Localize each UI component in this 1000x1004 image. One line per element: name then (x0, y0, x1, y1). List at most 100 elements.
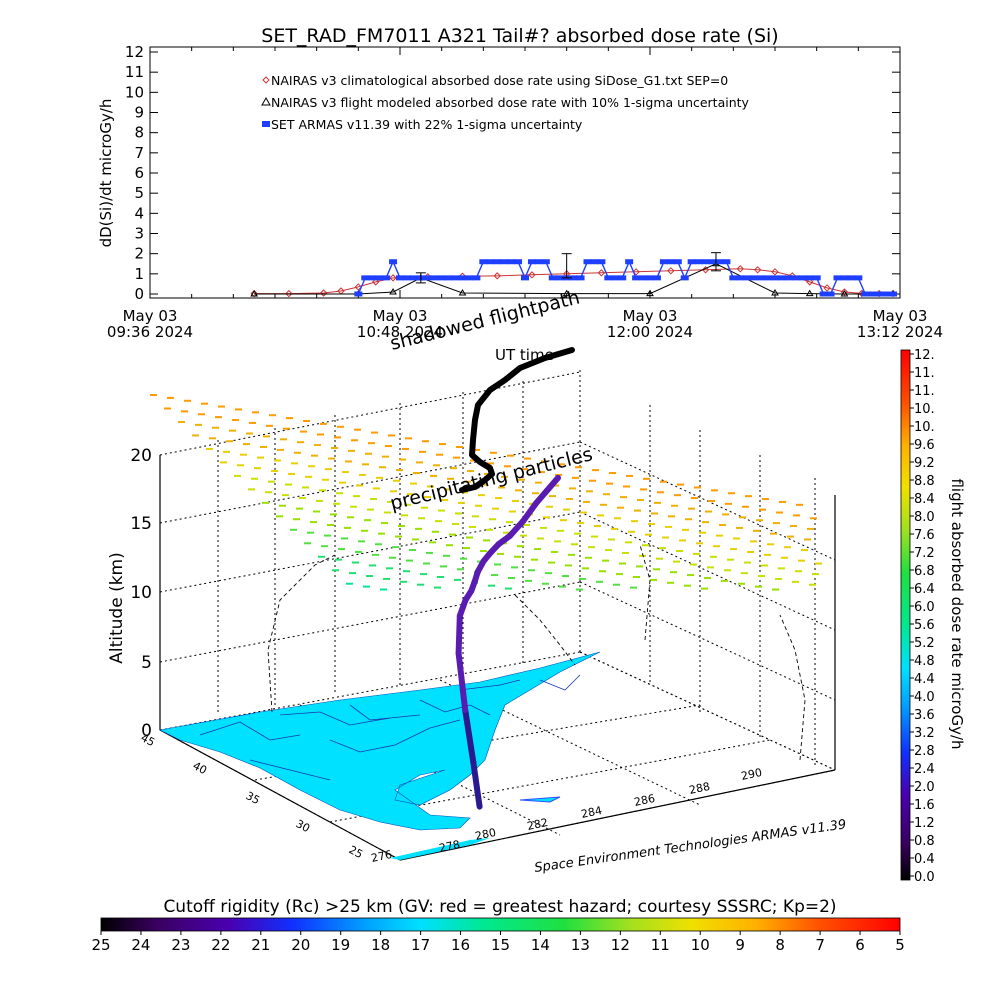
series-point (632, 268, 640, 276)
series-point (458, 289, 467, 296)
rigidity-colorbar-tick-label: 11 (651, 936, 670, 954)
rigidity-colorbar-tick-label: 10 (691, 936, 710, 954)
series-point (798, 275, 807, 281)
rigidity-colorbar-tick-label: 17 (411, 936, 430, 954)
dose-colorbar-tick-label: 2.4 (914, 762, 935, 777)
series-point (771, 289, 779, 296)
series-point (736, 275, 745, 281)
y-tick-label: 9 (134, 104, 144, 122)
series-point (701, 259, 710, 265)
series-layer (250, 252, 898, 298)
x-tick-label-time: 13:12 2024 (857, 323, 943, 341)
series-point (652, 275, 661, 281)
series-point (371, 278, 380, 286)
series-point (722, 259, 731, 265)
legend-marker (262, 121, 270, 127)
dose-colorbar-tick-label: 6.4 (914, 582, 935, 597)
series-point (659, 259, 668, 265)
series-point (625, 259, 634, 265)
longitude-ticks: 276 278 280 282 284 286 288 290 (370, 766, 763, 865)
series-point (777, 275, 786, 281)
legend-entry: NAIRAS v3 climatological absorbed dose r… (271, 73, 728, 88)
longitude-tick-label: 278 (438, 838, 461, 855)
series-point (402, 275, 411, 281)
series-point (673, 259, 682, 265)
y-tick-label: 6 (134, 164, 144, 182)
annotation-ut-time: UT time (495, 346, 554, 364)
series-point (806, 278, 814, 286)
dose-colorbar-tick-label: 8.0 (914, 510, 935, 525)
y-tick-label: 7 (134, 144, 144, 162)
3d-box-edges (159, 455, 836, 861)
flight-track-segment (462, 707, 477, 765)
series-point (451, 275, 460, 281)
dose-colorbar-tick-label: 0.8 (914, 834, 935, 849)
rigidity-colorbar-tick-label: 15 (491, 936, 510, 954)
longitude-tick-label: 282 (526, 816, 549, 833)
legend-marker (262, 76, 270, 84)
x-tick-label-date: May 03 (373, 307, 428, 325)
series-point (368, 275, 377, 281)
series-point (465, 275, 474, 281)
flight-track-segment (507, 518, 527, 539)
latitude-tick-label: 40 (191, 759, 209, 777)
y-tick-label: 12 (125, 43, 144, 61)
legend-marker (261, 96, 271, 106)
series-point (458, 275, 467, 281)
series-point (514, 259, 523, 265)
z-axis-label: Altitude (km) (107, 552, 127, 664)
rigidity-colorbar-label: Cutoff rigidity (Rc) >25 km (GV: red = g… (163, 897, 836, 917)
legend: NAIRAS v3 climatological absorbed dose r… (261, 73, 750, 132)
series-point (680, 275, 689, 281)
dose-colorbar-gradient (900, 349, 911, 881)
series-point (743, 275, 752, 281)
series-point (493, 272, 501, 280)
series-point (757, 275, 766, 281)
series-point (375, 275, 384, 281)
series-point (646, 289, 654, 297)
dose-colorbar-tick-label: 3.2 (914, 726, 935, 741)
series-point (389, 274, 397, 282)
series-point (611, 275, 620, 281)
y-tick-label: 0 (134, 285, 144, 303)
rigidity-colorbar-tick-label: 7 (815, 936, 825, 954)
y-tick-label: 11 (125, 63, 144, 81)
x-tick-label-time: 10:48 2024 (357, 323, 443, 341)
rigidity-colorbar-ticks: 25 24 23 22 21 20 19 18 17 16 15 14 13 12 11 10 9 8 7 6 5 (91, 931, 905, 954)
series-point (771, 275, 779, 281)
series-point (667, 267, 675, 275)
series-point (791, 275, 800, 281)
shadowed-flightpath (459, 347, 575, 493)
chart-title: SET_RAD_FM7011 A321 Tail#? absorbed dose… (261, 25, 778, 47)
series-point (527, 259, 536, 265)
series-point (354, 291, 363, 297)
z-tick-label: 10 (130, 583, 152, 603)
rigidity-colorbar-tick-label: 19 (331, 936, 350, 954)
dose-colorbar-tick-label: 7.6 (914, 528, 935, 543)
longitude-tick-label: 276 (370, 848, 393, 865)
series-point (847, 275, 856, 281)
z-tick-label: 20 (130, 446, 152, 466)
series-point (687, 259, 696, 265)
series-point (590, 259, 599, 265)
latitude-tick-label: 25 (347, 843, 365, 861)
altitude-3d-panel: shadowed flightpath UT time precipitatin… (107, 286, 847, 876)
y-tick-label: 2 (134, 245, 144, 263)
series-point (534, 259, 543, 265)
dose-colorbar-tick-label: 6.0 (914, 600, 935, 615)
y-axis-label: dD(Si)/dt microGy/h (97, 99, 115, 248)
series-point (250, 289, 258, 298)
dose-colorbar-tick-label: 2.0 (914, 780, 935, 795)
dose-colorbar-tick-label: 10. (914, 402, 935, 417)
legend-entry: SET ARMAS v11.39 with 22% 1-sigma uncert… (271, 117, 583, 132)
series-point (507, 259, 516, 265)
rigidity-colorbar-gradient (100, 917, 901, 932)
series-point (597, 269, 606, 277)
series-point (382, 275, 391, 281)
series-point (840, 288, 849, 296)
longitude-tick-label: 280 (474, 826, 497, 843)
series-point (875, 291, 884, 297)
series-point (604, 275, 613, 281)
